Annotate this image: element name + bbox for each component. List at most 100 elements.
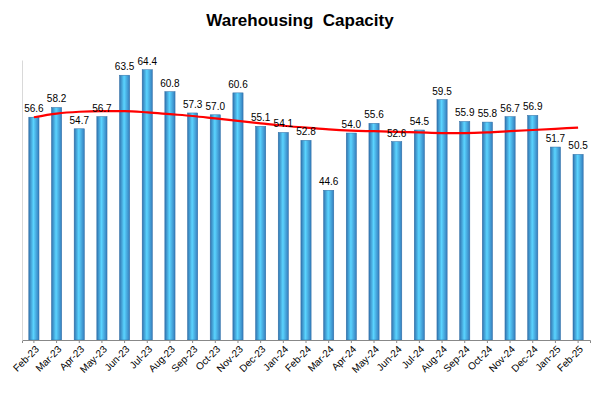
x-tick-mark [79, 340, 80, 343]
x-tick-mark [351, 340, 352, 343]
data-label: 51.7 [546, 133, 566, 144]
x-tick-mark [260, 340, 261, 343]
bar [165, 92, 175, 340]
bar [29, 117, 39, 340]
x-tick-mark [532, 340, 533, 343]
bar [74, 129, 84, 340]
x-tick-label: Jun-24 [374, 343, 404, 373]
y-axis-line [22, 61, 23, 341]
x-tick-mark [33, 340, 34, 343]
data-label: 50.5 [568, 140, 588, 151]
x-tick: Dec-24 [509, 340, 540, 374]
bar [51, 107, 61, 340]
x-tick-mark [442, 340, 443, 343]
data-label: 56.7 [500, 103, 520, 114]
x-tick-mark [147, 340, 148, 343]
bar [278, 132, 288, 340]
bar [573, 154, 583, 340]
data-label: 52.6 [387, 128, 407, 139]
x-tick-label: Sep-23 [169, 343, 200, 374]
bar [460, 121, 470, 340]
x-tick-mark [192, 340, 193, 343]
data-label: 57.0 [206, 101, 226, 112]
bar [301, 140, 311, 340]
data-label: 57.3 [183, 99, 203, 110]
data-label: 60.6 [228, 79, 248, 90]
data-label: 55.1 [251, 112, 271, 123]
bar [324, 190, 334, 340]
x-tick: Jun-23 [102, 340, 132, 373]
data-label: 52.8 [296, 126, 316, 137]
x-tick: Jun-24 [374, 340, 404, 373]
plot-area: 56.658.254.756.763.564.460.857.357.060.6… [11, 56, 591, 375]
bar [550, 147, 560, 340]
bar [210, 115, 220, 340]
x-tick: May-23 [78, 340, 110, 375]
x-tick-mark [101, 340, 102, 343]
data-label: 60.8 [160, 78, 180, 89]
chart: Warehousing Capacity56.658.254.756.763.5… [0, 0, 600, 398]
bar [505, 117, 515, 340]
bar [482, 122, 492, 340]
data-label: 58.2 [47, 93, 67, 104]
bar [528, 115, 538, 340]
x-tick-mark [487, 340, 488, 343]
data-label: 55.6 [364, 109, 384, 120]
data-labels: 56.658.254.756.763.564.460.857.357.060.6… [24, 56, 588, 188]
x-tick: Sep-24 [441, 340, 472, 374]
data-label: 55.9 [455, 107, 475, 118]
x-tick: Mar-23 [33, 340, 63, 374]
x-tick-label: Jun-23 [102, 343, 132, 373]
x-tick-label: Mar-23 [33, 343, 63, 373]
x-tick: Mar-24 [306, 340, 336, 374]
x-tick-label: Sep-24 [441, 343, 472, 374]
x-tick-mark [124, 340, 125, 343]
bar [392, 142, 402, 340]
x-tick: Feb-25 [555, 340, 585, 374]
x-tick-mark [396, 340, 397, 343]
x-tick-mark [578, 340, 579, 343]
bar-series [29, 70, 583, 340]
marks [29, 70, 583, 340]
data-label: 56.9 [523, 101, 543, 112]
bar [369, 123, 379, 340]
x-tick-mark [510, 340, 511, 343]
data-label: 54.0 [342, 119, 362, 130]
x-tick-mark [374, 340, 375, 343]
x-tick-label: Feb-25 [555, 343, 585, 373]
x-tick-label: May-23 [78, 343, 110, 375]
x-tick-mark [419, 340, 420, 343]
x-tick-label: Dec-23 [237, 343, 268, 374]
bar [414, 130, 424, 340]
bar [346, 133, 356, 340]
title: Warehousing Capacity [206, 11, 394, 30]
bar [256, 126, 266, 340]
x-tick: Sep-23 [169, 340, 200, 374]
x-tick-label: May-24 [350, 343, 382, 375]
data-label: 54.1 [274, 118, 294, 129]
x-tick-mark [464, 340, 465, 343]
x-tick-mark [328, 340, 329, 343]
x-tick-mark [283, 340, 284, 343]
x-tick-mark [56, 340, 57, 343]
data-label: 54.5 [410, 116, 430, 127]
x-tick: May-24 [350, 340, 382, 375]
bar [437, 100, 447, 340]
data-label: 63.5 [115, 61, 135, 72]
x-tick-label: Dec-24 [509, 343, 540, 374]
data-label: 56.7 [92, 103, 112, 114]
bar [120, 75, 130, 340]
x-axis: Feb-23Mar-23Apr-23May-23Jun-23Jul-23Aug-… [11, 340, 591, 375]
x-tick-mark [215, 340, 216, 343]
data-label: 55.8 [478, 108, 498, 119]
data-label: 59.5 [432, 86, 452, 97]
x-tick-mark [237, 340, 238, 343]
data-label: 56.6 [24, 103, 44, 114]
bar [233, 93, 243, 340]
data-label: 54.7 [70, 115, 90, 126]
x-tick-mark [306, 340, 307, 343]
bar [142, 70, 152, 340]
bar [97, 117, 107, 340]
x-tick-mark [555, 340, 556, 343]
x-axis-line [23, 341, 591, 344]
